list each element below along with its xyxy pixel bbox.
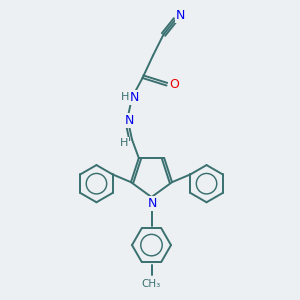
Text: N: N bbox=[130, 91, 139, 104]
Text: N: N bbox=[124, 114, 134, 128]
Text: O: O bbox=[169, 77, 179, 91]
Text: H: H bbox=[119, 137, 128, 148]
Text: H: H bbox=[121, 92, 130, 103]
Text: N: N bbox=[176, 9, 186, 22]
Text: N: N bbox=[147, 196, 157, 210]
Text: CH₃: CH₃ bbox=[142, 279, 161, 289]
